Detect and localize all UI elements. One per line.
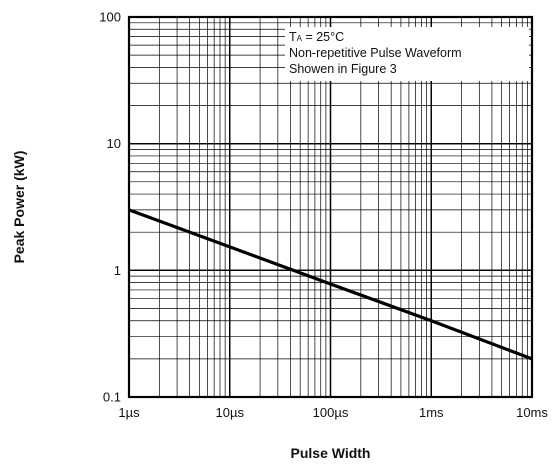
- x-axis-title: Pulse Width: [291, 445, 371, 461]
- annotation-line: Non-repetitive Pulse Waveform: [289, 46, 462, 60]
- peak-power-curve: [128, 208, 533, 361]
- annotation-background: [285, 27, 529, 81]
- plot-frame: [127, 15, 534, 399]
- annotation-line: TA = 25°C: [289, 30, 344, 44]
- condition-annotation: TA = 25°C Non-repetitive Pulse Waveform Sh…: [285, 27, 529, 81]
- tick-labels: 1µs 10µs 100µs 1ms 10ms 0.1 1 10 100: [99, 10, 548, 421]
- x-tick-label: 1µs: [118, 405, 140, 420]
- x-tick-label: 10µs: [216, 405, 245, 420]
- y-tick-label: 1: [114, 263, 121, 278]
- series-layer: [128, 208, 533, 361]
- y-tick-label: 0.1: [103, 390, 121, 405]
- x-tick-label: 1ms: [419, 405, 444, 420]
- x-tick-label: 100µs: [313, 405, 349, 420]
- y-tick-label: 100: [99, 10, 121, 25]
- y-axis-title: Peak Power (kW): [11, 151, 27, 264]
- grid-lines: [128, 16, 533, 398]
- y-tick-label: 10: [107, 136, 121, 151]
- x-tick-label: 10ms: [516, 405, 548, 420]
- annotation-line: Showen in Figure 3: [289, 62, 397, 76]
